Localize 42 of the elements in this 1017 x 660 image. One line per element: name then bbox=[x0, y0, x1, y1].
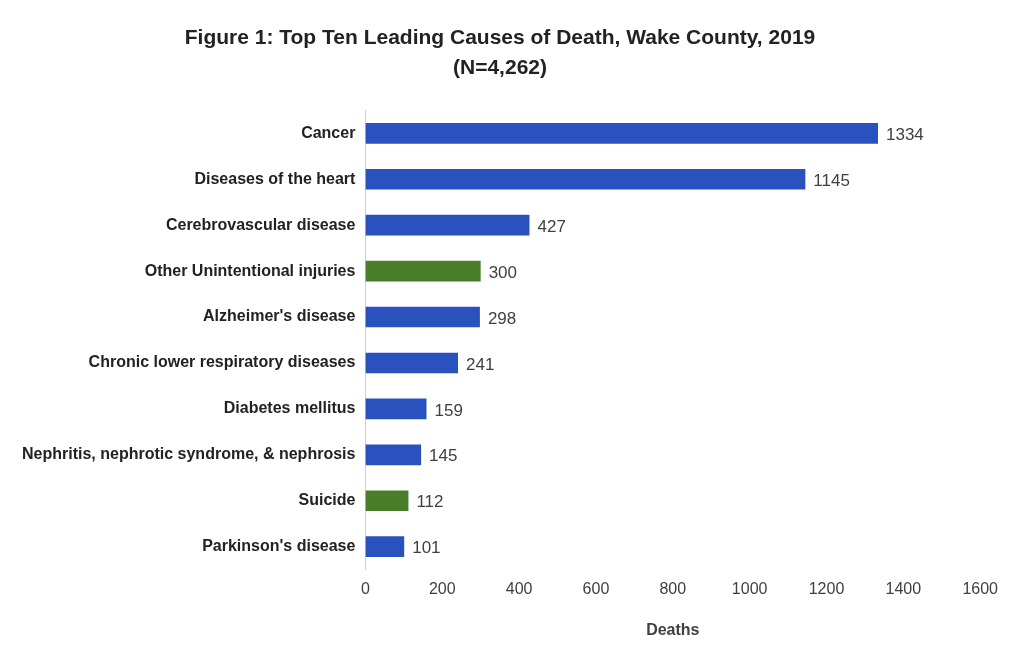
chart-title: Figure 1: Top Ten Leading Causes of Death, Wake County, 2019 bbox=[184, 25, 816, 49]
y-tick-label: Other Unintentional injuries bbox=[144, 261, 356, 279]
data-label: 145 bbox=[429, 446, 458, 466]
x-tick-label: 1000 bbox=[731, 579, 768, 597]
bar bbox=[365, 352, 458, 374]
bar bbox=[365, 536, 405, 557]
x-tick-label: 1600 bbox=[962, 579, 999, 597]
data-label: 298 bbox=[487, 308, 517, 328]
y-tick-label: Alzheimer's disease bbox=[203, 307, 356, 325]
x-axis-title: Deaths bbox=[646, 620, 700, 638]
y-tick-label: Nephritis, nephrotic syndrome, & nephrosis bbox=[22, 445, 356, 463]
data-label: 427 bbox=[537, 216, 566, 236]
bar bbox=[365, 214, 530, 236]
x-tick-label: 0 bbox=[360, 579, 370, 597]
y-tick-label: Chronic lower respiratory diseases bbox=[88, 353, 356, 371]
x-tick-label: 800 bbox=[659, 579, 687, 597]
data-label: 101 bbox=[412, 538, 441, 558]
x-tick-label: 200 bbox=[428, 579, 456, 597]
data-label: 1145 bbox=[813, 170, 850, 190]
data-label: 241 bbox=[466, 354, 495, 374]
bar bbox=[365, 168, 806, 190]
bar bbox=[365, 398, 427, 420]
y-tick-label: Diseases of the heart bbox=[194, 169, 357, 187]
x-tick-label: 1200 bbox=[808, 579, 845, 597]
y-tick-label: Cancer bbox=[301, 123, 356, 141]
data-label: 300 bbox=[488, 262, 518, 282]
chart-subtitle: (N=4,262) bbox=[453, 54, 547, 78]
data-label: 1334 bbox=[885, 125, 924, 145]
bar bbox=[365, 490, 409, 512]
x-tick-label: 400 bbox=[505, 579, 533, 597]
data-label: 159 bbox=[434, 400, 463, 420]
bar bbox=[365, 444, 422, 466]
x-tick-label: 1400 bbox=[885, 579, 922, 597]
x-tick-label: 600 bbox=[582, 579, 610, 597]
bar bbox=[365, 306, 480, 328]
y-tick-label: Suicide bbox=[298, 491, 356, 509]
y-tick-label: Parkinson's disease bbox=[202, 537, 356, 555]
y-tick-label: Diabetes mellitus bbox=[223, 399, 356, 417]
bar bbox=[365, 260, 481, 282]
data-label: 112 bbox=[416, 492, 444, 512]
bar bbox=[365, 123, 878, 144]
y-tick-label: Cerebrovascular disease bbox=[165, 215, 356, 233]
